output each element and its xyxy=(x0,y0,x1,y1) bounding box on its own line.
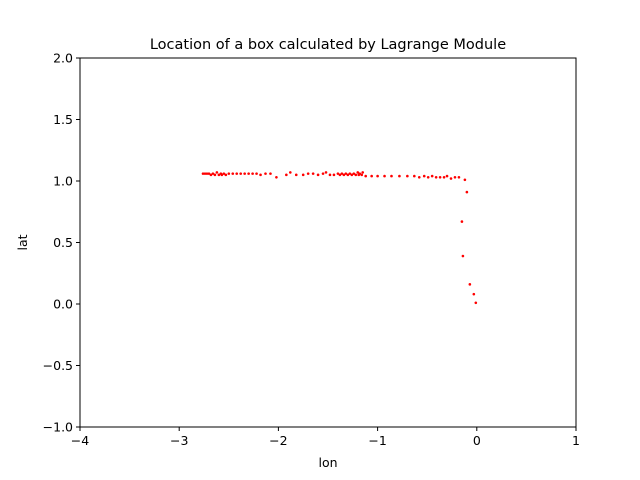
x-axis-label: lon xyxy=(318,455,337,470)
data-point xyxy=(235,172,239,175)
data-point xyxy=(301,173,305,177)
data-point xyxy=(360,173,364,177)
y-tick-label: −1.0 xyxy=(43,420,73,435)
data-point xyxy=(370,174,373,178)
data-point xyxy=(398,174,401,178)
data-point xyxy=(207,172,211,175)
data-point xyxy=(426,176,430,179)
data-point xyxy=(468,283,472,286)
x-tick-label: −4 xyxy=(71,433,89,448)
data-point xyxy=(442,176,446,179)
data-point xyxy=(461,254,465,258)
data-point xyxy=(445,174,449,178)
x-tick-label: −3 xyxy=(170,433,188,448)
data-point xyxy=(457,176,461,179)
data-point xyxy=(338,173,342,177)
plot-frame xyxy=(79,57,577,428)
y-tick-label: 1.5 xyxy=(53,112,73,127)
data-point xyxy=(417,176,421,179)
data-point xyxy=(336,172,340,175)
data-point xyxy=(306,172,310,175)
data-point xyxy=(472,292,476,296)
data-point xyxy=(342,173,346,177)
data-point xyxy=(224,173,228,177)
data-point xyxy=(340,172,344,175)
axis-ticks: −4 −3 −2 −1 0 1 −1.0 −0.5 0.0 0.5 1.0 1.5 2.0 xyxy=(43,51,580,449)
data-point xyxy=(465,190,469,194)
data-point xyxy=(460,220,464,223)
y-tick-label: 1.0 xyxy=(53,174,73,189)
data-point xyxy=(324,171,328,174)
data-point xyxy=(332,173,336,177)
data-point xyxy=(328,173,332,177)
data-point xyxy=(356,171,360,174)
data-point xyxy=(361,171,365,174)
data-point xyxy=(474,301,478,305)
y-tick-label: 2.0 xyxy=(53,51,73,66)
chart-title: Location of a box calculated by Lagrange… xyxy=(150,37,506,53)
data-point xyxy=(255,172,258,175)
data-point xyxy=(289,171,292,174)
data-point xyxy=(215,171,219,174)
data-point xyxy=(243,172,246,175)
data-point xyxy=(350,173,354,177)
data-point xyxy=(438,176,442,179)
data-point xyxy=(321,172,325,175)
data-point xyxy=(247,172,250,175)
data-point xyxy=(348,172,352,175)
data-point xyxy=(211,172,215,175)
data-point xyxy=(220,173,224,177)
data-point xyxy=(231,172,235,175)
data-point xyxy=(358,172,362,175)
data-point xyxy=(434,176,438,179)
data-point xyxy=(217,173,221,177)
data-point xyxy=(352,172,356,175)
data-point xyxy=(259,173,262,177)
data-point xyxy=(453,176,457,179)
y-tick-label: −0.5 xyxy=(43,358,73,373)
data-point xyxy=(294,173,298,177)
data-point xyxy=(449,177,453,180)
y-tick-label: 0.0 xyxy=(53,297,73,312)
data-point xyxy=(227,172,231,175)
data-point xyxy=(201,172,205,175)
data-point xyxy=(264,172,267,175)
data-point xyxy=(346,173,350,177)
data-point xyxy=(406,174,409,178)
x-tick-label: −1 xyxy=(368,433,386,448)
data-point xyxy=(251,172,254,175)
data-point xyxy=(275,176,278,179)
data-point xyxy=(344,172,348,175)
y-axis-label: lat xyxy=(15,234,30,250)
data-points xyxy=(201,171,478,305)
data-point xyxy=(390,174,393,178)
data-point xyxy=(205,172,209,175)
data-point xyxy=(239,172,243,175)
data-point xyxy=(269,172,272,175)
data-point xyxy=(463,178,467,182)
data-point xyxy=(430,174,434,178)
data-point xyxy=(316,173,320,177)
data-point xyxy=(413,174,416,178)
data-point xyxy=(209,173,213,177)
data-point xyxy=(422,174,426,178)
data-point xyxy=(364,174,367,178)
data-point xyxy=(383,174,386,178)
x-tick-label: 0 xyxy=(473,433,481,448)
x-tick-label: −2 xyxy=(269,433,287,448)
data-point xyxy=(222,172,226,175)
data-point xyxy=(213,173,217,177)
data-point xyxy=(203,172,207,175)
x-tick-label: 1 xyxy=(572,433,580,448)
data-point xyxy=(311,172,315,175)
data-point xyxy=(285,173,288,177)
data-point xyxy=(354,173,358,177)
data-point xyxy=(376,174,379,178)
y-tick-label: 0.5 xyxy=(53,235,73,250)
